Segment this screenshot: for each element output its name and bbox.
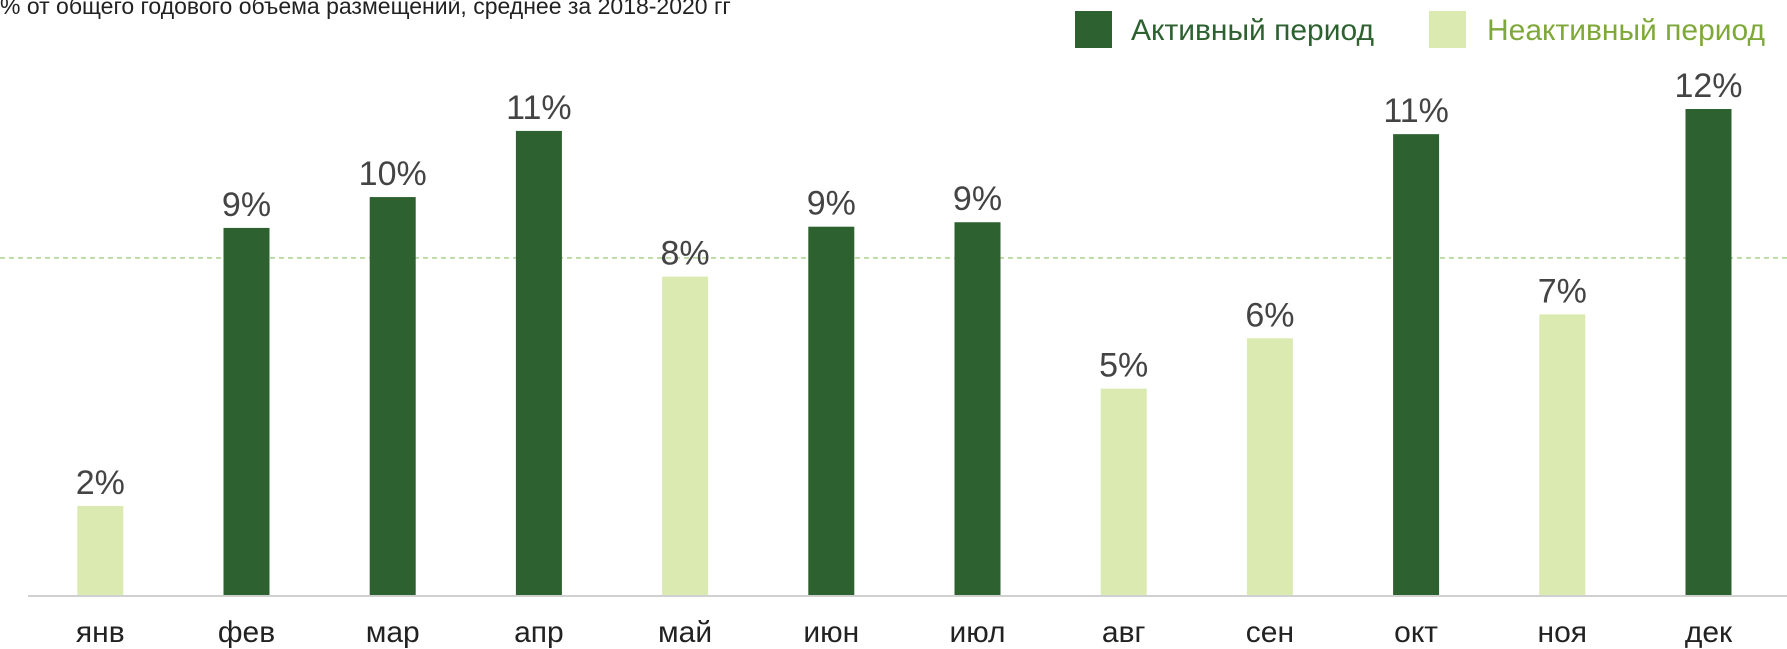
bar <box>662 276 709 596</box>
x-tick-label: сен <box>1246 616 1294 649</box>
bar <box>1685 109 1732 596</box>
bar <box>954 222 1001 597</box>
x-tick-label: авг <box>1102 616 1146 649</box>
value-label: 8% <box>661 235 710 273</box>
value-label: 12% <box>1674 67 1742 105</box>
value-label: 5% <box>1099 347 1148 385</box>
x-tick-label: апр <box>514 616 564 649</box>
x-tick-label: май <box>658 616 712 649</box>
x-tick-label: мар <box>366 616 420 649</box>
bar <box>1100 388 1147 596</box>
value-label: 7% <box>1538 272 1587 310</box>
legend-label: Неактивный период <box>1487 14 1765 47</box>
legend-swatch <box>1075 11 1112 48</box>
bar <box>1539 314 1586 596</box>
bar <box>223 227 270 596</box>
bar <box>1246 338 1293 596</box>
x-tick-label: фев <box>218 616 275 649</box>
x-tick-label: ноя <box>1538 616 1588 649</box>
value-label: 6% <box>1245 296 1294 334</box>
legend-swatch <box>1429 11 1466 48</box>
value-label: 9% <box>807 185 856 223</box>
x-tick-label: окт <box>1394 616 1438 649</box>
bar <box>1393 134 1440 596</box>
bar <box>808 226 855 597</box>
x-tick-label: янв <box>76 616 125 649</box>
value-label: 11% <box>1383 92 1449 130</box>
value-label: 2% <box>76 464 125 502</box>
x-tick-label: июл <box>949 616 1005 649</box>
x-tick-label: дек <box>1685 616 1733 649</box>
legend-label: Активный период <box>1131 14 1374 47</box>
bar <box>77 505 124 596</box>
value-label: 10% <box>359 155 427 193</box>
value-label: 9% <box>222 186 271 224</box>
value-label: 9% <box>953 180 1002 218</box>
chart-title: % от общего годового объема размещений, … <box>0 0 731 19</box>
x-tick-label: июн <box>803 616 859 649</box>
bar <box>369 197 416 596</box>
bar <box>515 130 562 597</box>
value-label: 11% <box>506 89 572 127</box>
